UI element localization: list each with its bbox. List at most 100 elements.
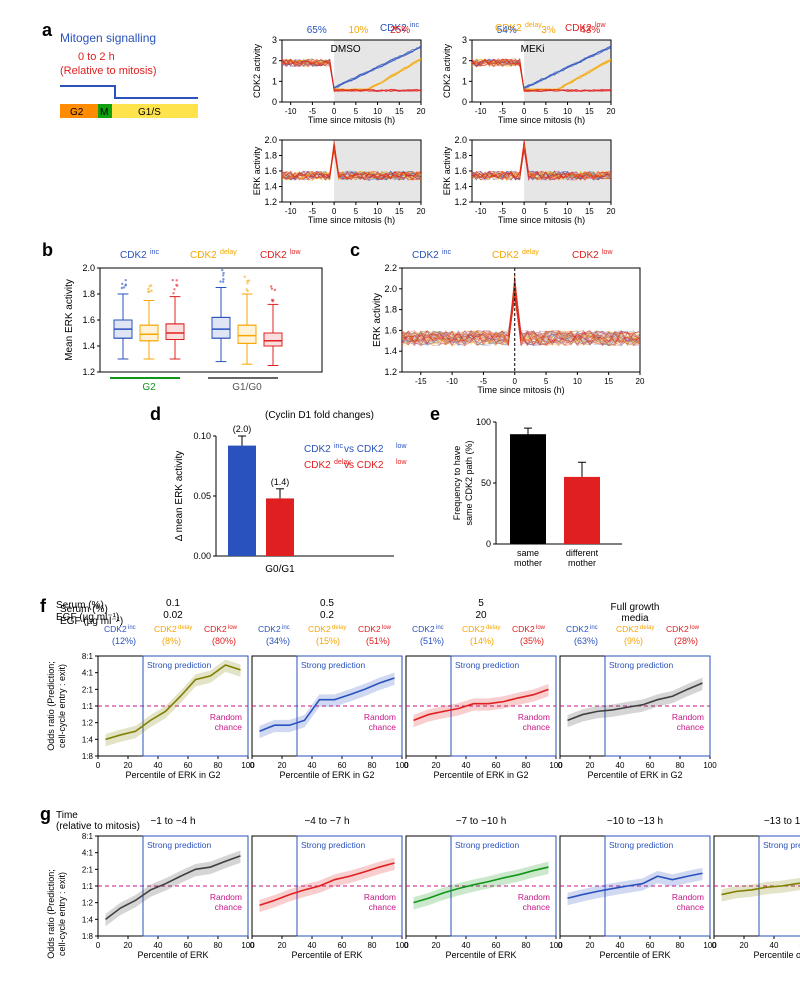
svg-text:vs CDK2: vs CDK2 (344, 444, 384, 455)
svg-text:1:4: 1:4 (82, 915, 94, 924)
svg-text:1.2: 1.2 (82, 367, 95, 377)
svg-text:15: 15 (585, 207, 594, 216)
svg-text:20: 20 (636, 377, 645, 386)
svg-text:Time since mitosis (h): Time since mitosis (h) (308, 115, 395, 125)
svg-text:0.00: 0.00 (193, 551, 211, 561)
svg-text:Full growth: Full growth (611, 602, 660, 613)
svg-text:CDK2 activity: CDK2 activity (252, 43, 262, 98)
svg-text:mother: mother (514, 558, 542, 568)
svg-text:CDK2: CDK2 (258, 624, 281, 634)
g-time-header: Time (56, 810, 78, 821)
svg-text:-10: -10 (285, 207, 297, 216)
panel-label-e: e (430, 404, 440, 425)
svg-text:0: 0 (250, 941, 255, 950)
svg-text:Random: Random (210, 712, 242, 722)
svg-text:low: low (382, 625, 392, 631)
svg-text:40: 40 (770, 941, 779, 950)
panel-label-d: d (150, 404, 161, 425)
svg-text:same: same (517, 548, 539, 558)
svg-text:60: 60 (338, 941, 347, 950)
svg-text:Random: Random (672, 892, 704, 902)
svg-text:(14%): (14%) (470, 636, 494, 646)
svg-text:60: 60 (338, 761, 347, 770)
svg-text:100: 100 (703, 761, 717, 770)
svg-text:Strong prediction: Strong prediction (301, 840, 366, 850)
svg-text:CDK2: CDK2 (190, 250, 217, 261)
svg-text:(1.4): (1.4) (271, 477, 290, 487)
svg-text:20: 20 (607, 107, 616, 116)
svg-text:80: 80 (368, 941, 377, 950)
svg-text:−10 to −13 h: −10 to −13 h (607, 816, 663, 827)
svg-text:2:1: 2:1 (82, 865, 94, 874)
svg-text:1.6: 1.6 (82, 315, 95, 325)
svg-text:Strong prediction: Strong prediction (455, 660, 520, 670)
svg-text:(12%): (12%) (112, 636, 136, 646)
svg-text:1:4: 1:4 (82, 735, 94, 744)
svg-text:Time since mitosis (h): Time since mitosis (h) (308, 215, 395, 225)
svg-text:(28%): (28%) (674, 636, 698, 646)
svg-text:1.4: 1.4 (454, 182, 467, 192)
svg-text:60: 60 (184, 941, 193, 950)
svg-text:-10: -10 (475, 207, 487, 216)
svg-text:1:8: 1:8 (82, 932, 94, 941)
svg-text:CDK2: CDK2 (412, 250, 439, 261)
svg-text:20: 20 (586, 761, 595, 770)
svg-text:(80%): (80%) (212, 636, 236, 646)
x-axis-label: Percentile of ERK in G2 (406, 770, 556, 780)
svg-text:CDK2: CDK2 (412, 624, 435, 634)
svg-text:Mean ERK activity: Mean ERK activity (64, 279, 75, 361)
svg-text:80: 80 (214, 941, 223, 950)
svg-text:1:2: 1:2 (82, 719, 94, 728)
svg-text:delay: delay (522, 249, 539, 256)
svg-text:CDK2: CDK2 (120, 250, 147, 261)
svg-text:(8%): (8%) (162, 636, 181, 646)
svg-text:60: 60 (646, 941, 655, 950)
svg-text:80: 80 (368, 761, 377, 770)
svg-text:1.4: 1.4 (384, 346, 397, 356)
svg-text:2.0: 2.0 (264, 135, 277, 145)
svg-text:2:1: 2:1 (82, 685, 94, 694)
svg-text:Strong prediction: Strong prediction (301, 660, 366, 670)
svg-text:10%: 10% (348, 25, 368, 36)
svg-text:−4 to −7 h: −4 to −7 h (304, 816, 349, 827)
svg-text:CDK2: CDK2 (572, 250, 599, 261)
svg-text:20: 20 (432, 941, 441, 950)
svg-text:CDK2: CDK2 (512, 624, 535, 634)
svg-text:Strong prediction: Strong prediction (763, 840, 800, 850)
svg-text:CDK2 activity: CDK2 activity (442, 43, 452, 98)
svg-text:(63%): (63%) (574, 636, 598, 646)
svg-text:25%: 25% (390, 25, 410, 36)
svg-text:20: 20 (607, 207, 616, 216)
svg-text:0: 0 (404, 941, 409, 950)
svg-text:0: 0 (272, 97, 277, 107)
svg-text:ERK activity: ERK activity (252, 146, 262, 195)
svg-text:-10: -10 (475, 107, 487, 116)
svg-text:1.8: 1.8 (384, 305, 397, 315)
svg-text:2: 2 (462, 56, 467, 66)
svg-text:0.2: 0.2 (320, 610, 334, 621)
svg-text:20: 20 (278, 941, 287, 950)
svg-text:inc: inc (442, 249, 451, 256)
svg-text:0: 0 (96, 941, 101, 950)
svg-text:(15%): (15%) (316, 636, 340, 646)
svg-text:40: 40 (154, 761, 163, 770)
svg-text:low: low (690, 625, 700, 631)
svg-text:8:1: 8:1 (82, 832, 94, 841)
svg-text:low: low (602, 249, 613, 256)
svg-text:80: 80 (522, 941, 531, 950)
svg-text:Random: Random (518, 892, 550, 902)
svg-text:chance: chance (677, 722, 705, 732)
svg-text:0 to 2 h: 0 to 2 h (78, 51, 115, 63)
svg-text:0: 0 (558, 761, 563, 770)
svg-text:inc: inc (334, 443, 343, 450)
svg-text:inc: inc (128, 625, 136, 631)
svg-text:Random: Random (364, 712, 396, 722)
svg-text:1: 1 (272, 76, 277, 86)
svg-text:Odds ratio (Prediction;: Odds ratio (Prediction; (46, 869, 56, 959)
svg-text:CDK2: CDK2 (666, 624, 689, 634)
svg-text:(34%): (34%) (266, 636, 290, 646)
svg-text:43%: 43% (580, 25, 600, 36)
svg-text:delay: delay (332, 625, 346, 631)
panel-label-b: b (42, 240, 53, 261)
svg-text:CDK2: CDK2 (492, 250, 519, 261)
